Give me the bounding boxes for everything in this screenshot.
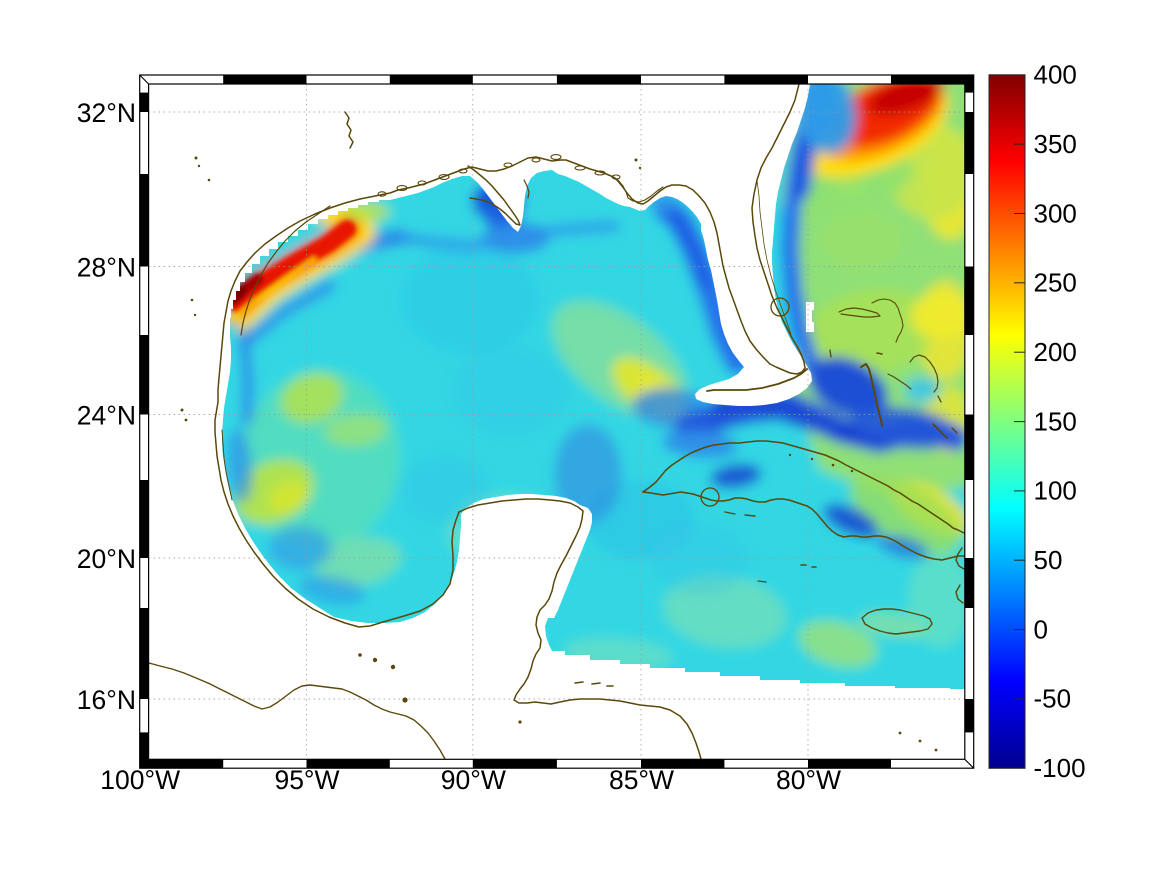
svg-text:300: 300 (1034, 198, 1077, 228)
svg-text:90°W: 90°W (441, 765, 506, 795)
svg-text:-50: -50 (1034, 684, 1072, 714)
svg-text:28°N: 28°N (77, 252, 136, 282)
svg-text:80°W: 80°W (776, 765, 841, 795)
svg-text:50: 50 (1034, 545, 1063, 575)
svg-text:16°N: 16°N (77, 685, 136, 715)
svg-text:-100: -100 (1034, 753, 1086, 783)
svg-text:350: 350 (1034, 129, 1077, 159)
svg-text:100: 100 (1034, 476, 1077, 506)
svg-text:32°N: 32°N (77, 98, 136, 128)
svg-text:150: 150 (1034, 406, 1077, 436)
svg-text:400: 400 (1034, 60, 1077, 90)
svg-text:95°W: 95°W (274, 765, 339, 795)
svg-text:100°W: 100°W (100, 765, 180, 795)
svg-text:85°W: 85°W (609, 765, 674, 795)
svg-text:24°N: 24°N (77, 400, 136, 430)
svg-text:20°N: 20°N (77, 544, 136, 574)
svg-text:0: 0 (1034, 614, 1048, 644)
svg-text:250: 250 (1034, 268, 1077, 298)
svg-text:200: 200 (1034, 337, 1077, 367)
